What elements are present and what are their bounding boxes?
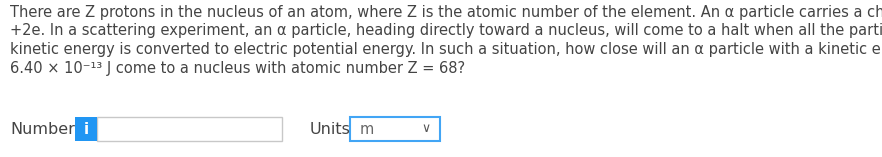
FancyBboxPatch shape <box>97 117 282 141</box>
Text: kinetic energy is converted to electric potential energy. In such a situation, h: kinetic energy is converted to electric … <box>10 42 882 57</box>
FancyBboxPatch shape <box>350 117 440 141</box>
Text: Number: Number <box>10 122 75 136</box>
Text: There are Z protons in the nucleus of an atom, where Z is the atomic number of t: There are Z protons in the nucleus of an… <box>10 5 882 20</box>
Text: m: m <box>360 122 374 136</box>
Text: Units: Units <box>310 122 351 136</box>
Text: i: i <box>84 122 88 136</box>
Text: 6.40 × 10⁻¹³ J come to a nucleus with atomic number Z = 68?: 6.40 × 10⁻¹³ J come to a nucleus with at… <box>10 60 465 76</box>
Text: +2e. In a scattering experiment, an α particle, heading directly toward a nucleu: +2e. In a scattering experiment, an α pa… <box>10 24 882 38</box>
FancyBboxPatch shape <box>75 117 97 141</box>
Text: ∨: ∨ <box>422 122 430 135</box>
